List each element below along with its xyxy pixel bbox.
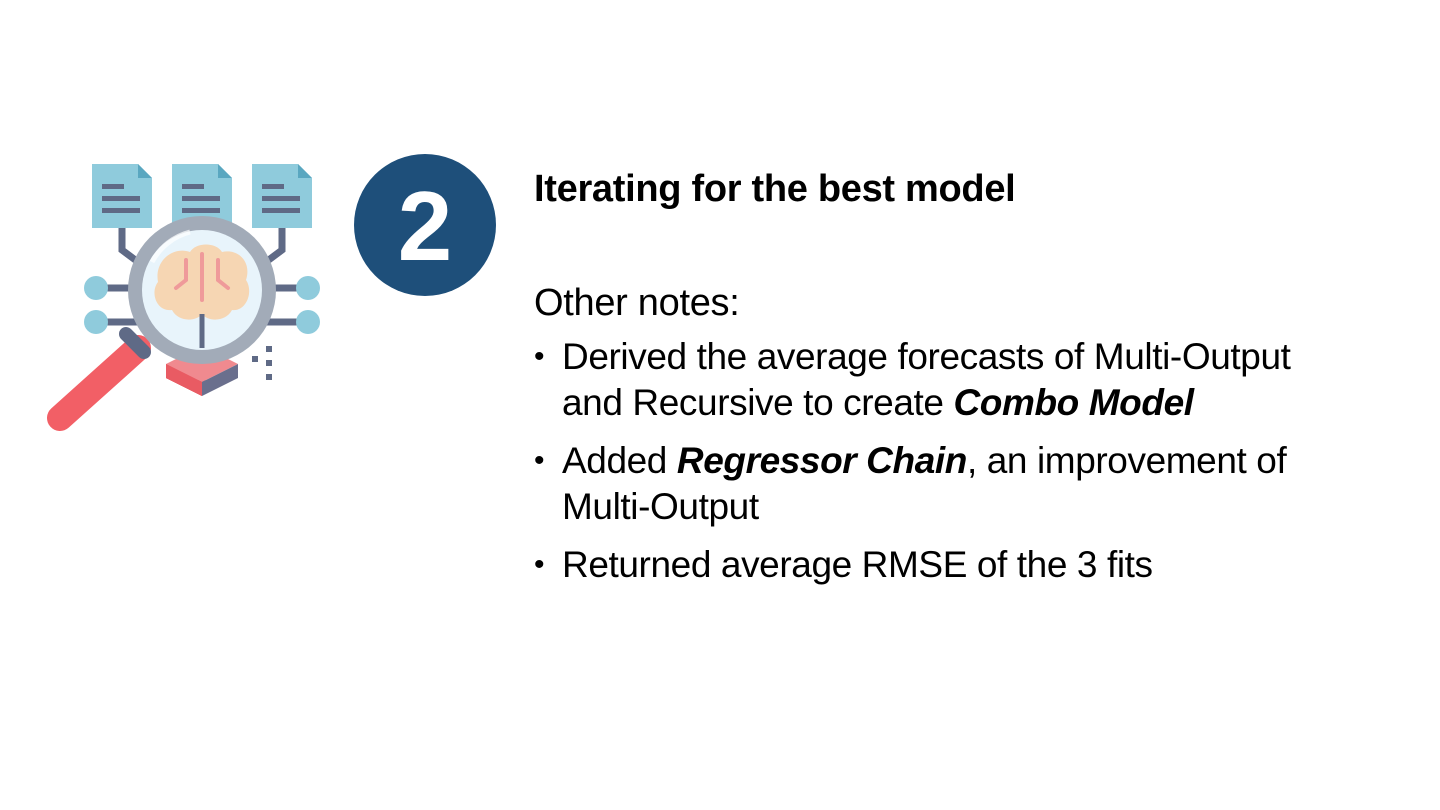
bullet-glyph: •	[534, 444, 545, 477]
circuit-node-right-1	[296, 276, 320, 300]
circuit-node-left-2	[84, 310, 108, 334]
content-block: Iterating for the best model Other notes…	[534, 166, 1324, 600]
circuit-node-left-1	[84, 276, 108, 300]
magnifier-lens	[128, 216, 276, 364]
bullet-item: • Added Regressor Chain, an improvement o…	[534, 438, 1324, 530]
bullet-text: Returned average RMSE of the 3 fits	[562, 544, 1153, 585]
circuit-node-right-2	[296, 310, 320, 334]
step-number-badge: 2	[354, 154, 496, 296]
bullet-emphasis: Regressor Chain	[676, 440, 967, 481]
bullet-item: • Derived the average forecasts of Multi-…	[534, 334, 1324, 426]
bullet-text-after: , an improvement of Multi-Output	[562, 440, 1287, 527]
document-icon-3	[252, 164, 312, 228]
document-icon-1	[92, 164, 152, 228]
slide-heading: Iterating for the best model	[534, 168, 1016, 210]
dots-decoration	[252, 346, 272, 380]
brain-icon	[154, 244, 250, 320]
bullet-emphasis: Combo Model	[953, 382, 1194, 423]
step-number: 2	[397, 171, 453, 281]
magnifier-handle	[47, 327, 151, 431]
bullet-item: • Returned average RMSE of the 3 fits	[534, 542, 1324, 588]
bullet-list: • Derived the average forecasts of Multi-…	[534, 334, 1324, 588]
bullet-glyph: •	[534, 548, 545, 581]
bullet-glyph: •	[534, 340, 545, 373]
magnifier-brain-documents-icon	[47, 164, 320, 431]
notes-label: Other notes:	[534, 282, 740, 324]
document-icon-2	[172, 164, 232, 228]
bullet-text: Added	[562, 440, 677, 481]
bullet-text: Derived the average forecasts of Multi-O…	[562, 336, 1291, 423]
